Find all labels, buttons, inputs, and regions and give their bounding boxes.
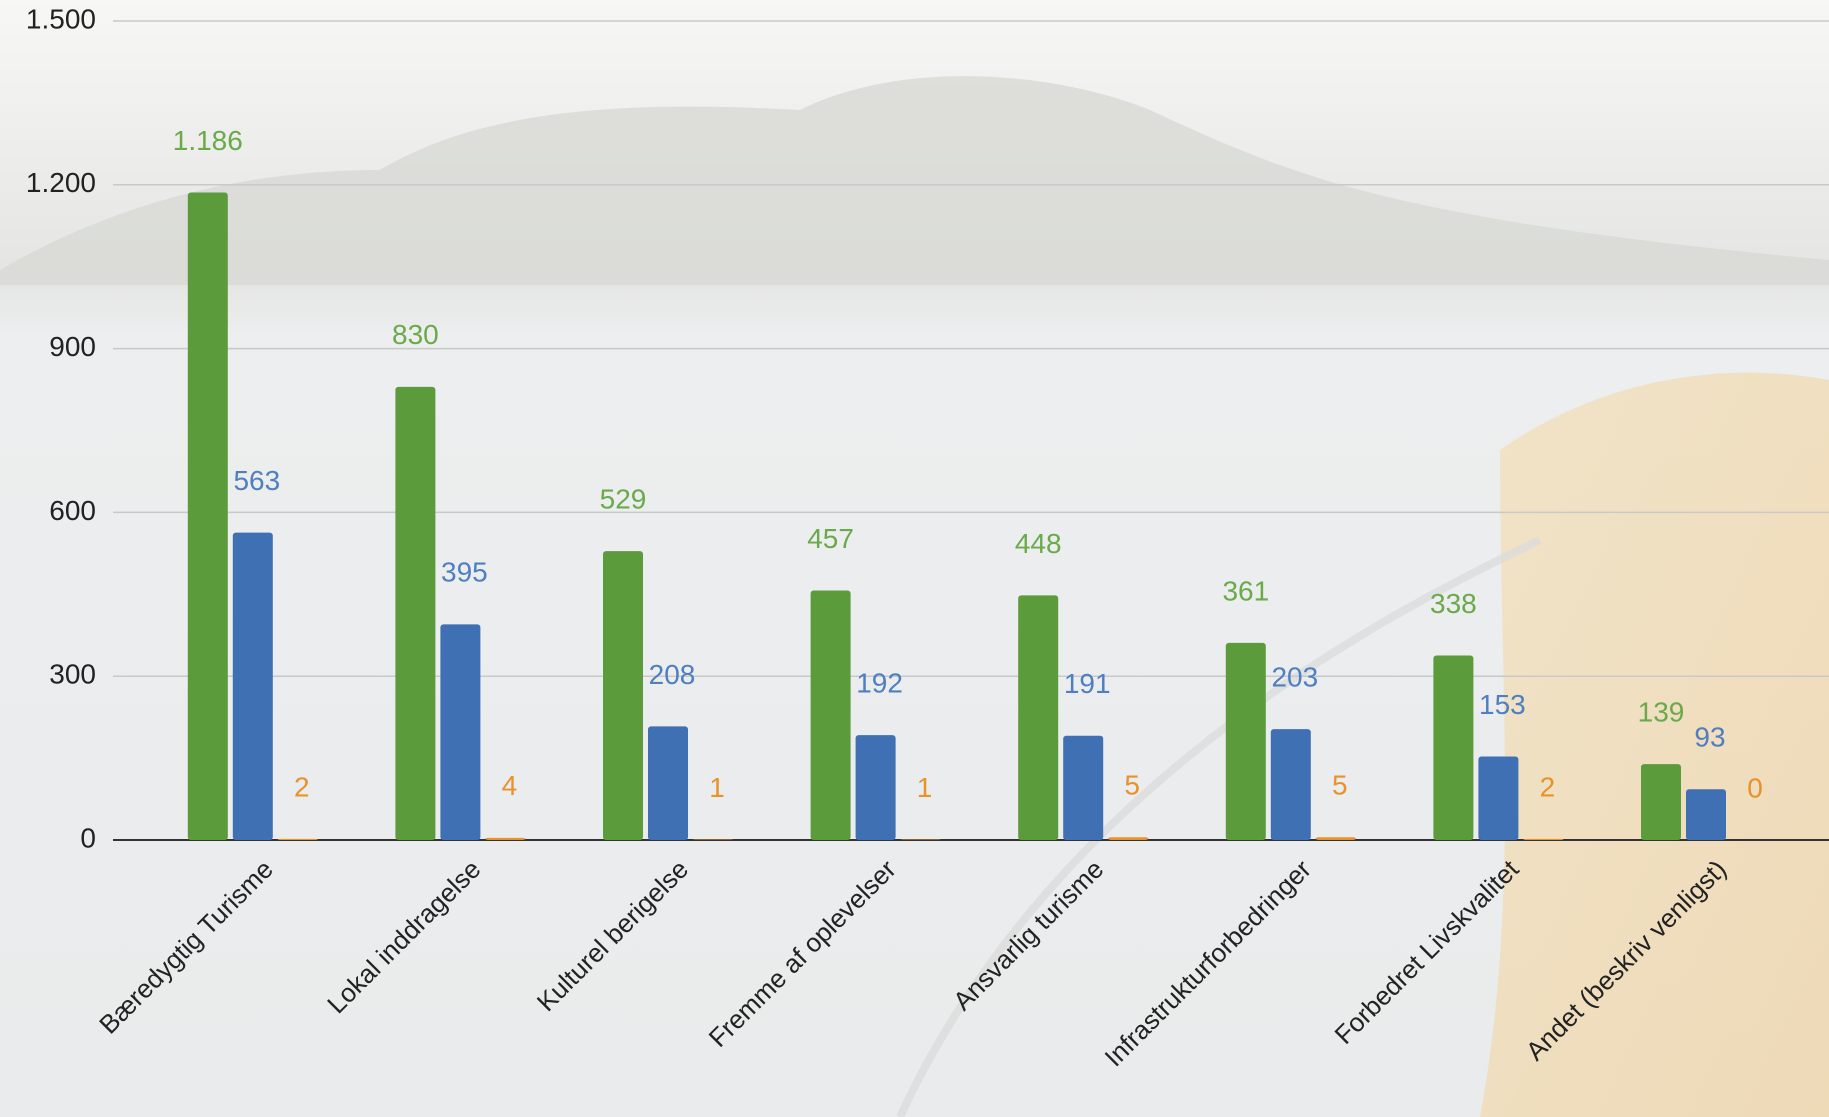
y-tick-label: 600: [49, 495, 96, 526]
value-label: 2: [294, 771, 310, 802]
bar: [855, 735, 896, 840]
value-label: 2: [1540, 771, 1556, 802]
island: [0, 76, 1829, 285]
value-label: 5: [1124, 770, 1140, 801]
bar: [693, 839, 733, 840]
bar: [485, 837, 526, 840]
value-label: 563: [233, 465, 280, 496]
y-tick-label: 1.500: [26, 3, 96, 34]
bar: [187, 192, 228, 841]
value-label: 338: [1430, 588, 1477, 619]
value-label: 448: [1015, 528, 1062, 559]
bar: [440, 624, 481, 840]
bar: [1063, 735, 1104, 840]
value-label: 139: [1638, 696, 1685, 727]
y-tick-label: 1.200: [26, 167, 96, 198]
value-label: 153: [1479, 689, 1526, 720]
bar: [1225, 642, 1266, 840]
y-tick-label: 900: [49, 331, 96, 362]
value-label: 208: [649, 659, 696, 690]
bar: [1641, 764, 1681, 840]
value-label: 93: [1694, 722, 1725, 753]
bar: [1315, 837, 1356, 840]
bar: [1478, 756, 1519, 840]
railing: [896, 536, 1542, 1117]
value-label: 361: [1222, 575, 1269, 606]
bar: [232, 532, 273, 840]
value-label: 529: [600, 484, 647, 515]
bar: [810, 590, 851, 840]
value-label: 1: [709, 772, 725, 803]
value-label: 1.186: [173, 125, 243, 156]
value-label: 192: [856, 668, 903, 699]
value-label: 457: [807, 523, 854, 554]
bar: [1686, 789, 1726, 840]
bar: [1270, 729, 1311, 840]
y-tick-label: 0: [80, 822, 96, 853]
value-label: 395: [441, 557, 488, 588]
value-label: 4: [502, 770, 518, 801]
value-label: 191: [1064, 668, 1111, 699]
bar: [395, 386, 436, 840]
bar: [1108, 837, 1149, 840]
bar: [648, 726, 688, 840]
value-label: 5: [1332, 770, 1348, 801]
bar: [900, 839, 941, 840]
bar: [1523, 838, 1564, 840]
value-label: 203: [1271, 662, 1318, 693]
bar: [1433, 655, 1474, 840]
bar: [277, 838, 318, 840]
value-label: 0: [1747, 772, 1763, 803]
bar: [1018, 595, 1059, 840]
y-tick-label: 300: [49, 659, 96, 690]
value-label: 830: [392, 319, 439, 350]
person: [1480, 372, 1829, 1117]
value-label: 1: [917, 772, 933, 803]
bar: [603, 551, 643, 840]
